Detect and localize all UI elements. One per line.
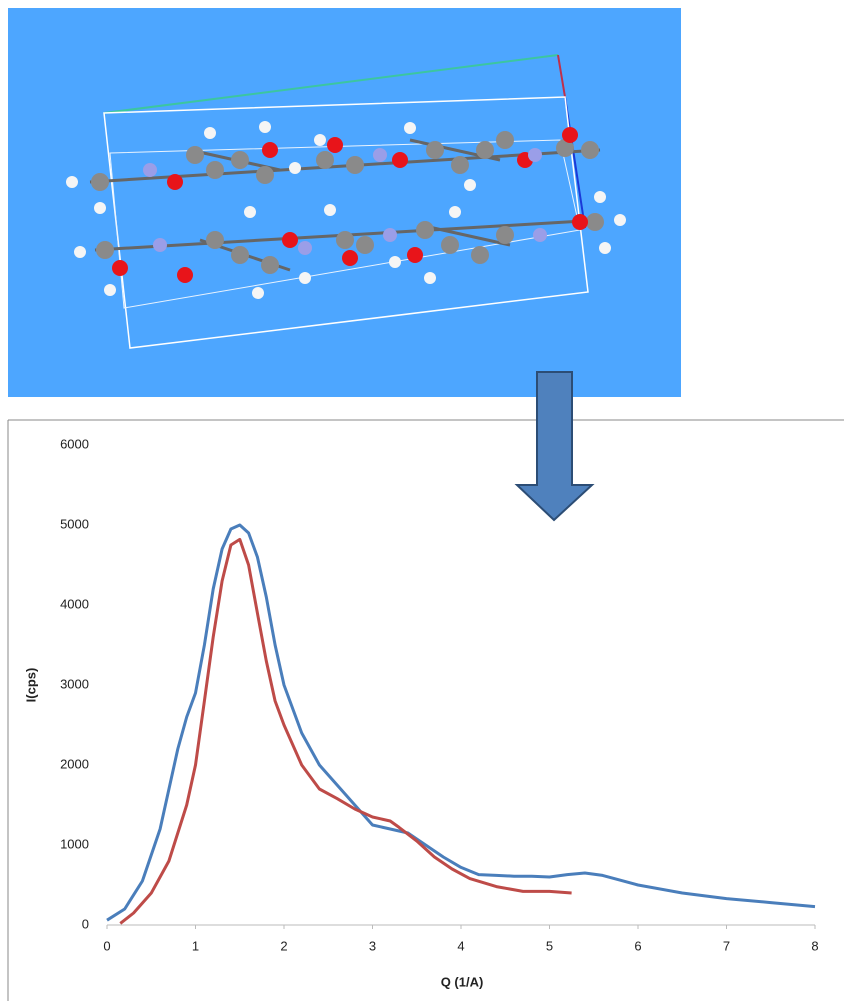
x-tick-label: 6: [634, 938, 641, 953]
y-tick-label: 0: [82, 916, 89, 931]
y-axis-label: I(cps): [23, 668, 38, 703]
page: {"chart_data": {"type": "line", "xlabel"…: [0, 0, 844, 1006]
y-tick-label: 2000: [60, 756, 89, 771]
y-tick-label: 3000: [60, 676, 89, 691]
image-background: [8, 8, 681, 397]
crystal-structure-image: [8, 8, 681, 397]
figure: Q (1/A) I(cps) 0 1000 2000 3000 4000 5000 6000…: [0, 0, 844, 1001]
data-line: [120, 539, 571, 923]
y-tick-label: 5000: [60, 516, 89, 531]
x-tick-label: 1: [192, 938, 199, 953]
x-tick-label: 3: [369, 938, 376, 953]
data-line: [107, 525, 815, 920]
y-tick-label: 1000: [60, 836, 89, 851]
x-tick-label: 8: [811, 938, 818, 953]
x-tick-label: 5: [546, 938, 553, 953]
x-tick-label: 2: [280, 938, 287, 953]
y-tick-label: 6000: [60, 436, 89, 451]
x-tick-label: 4: [457, 938, 464, 953]
plot-area: 0 1000 2000 3000 4000 5000 6000 0 1 2 3 4 5 6 7 8: [60, 436, 819, 953]
x-axis-label: Q (1/A): [441, 974, 484, 989]
y-tick-label: 4000: [60, 596, 89, 611]
x-tick-label: 0: [103, 938, 110, 953]
x-tick-label: 7: [723, 938, 730, 953]
